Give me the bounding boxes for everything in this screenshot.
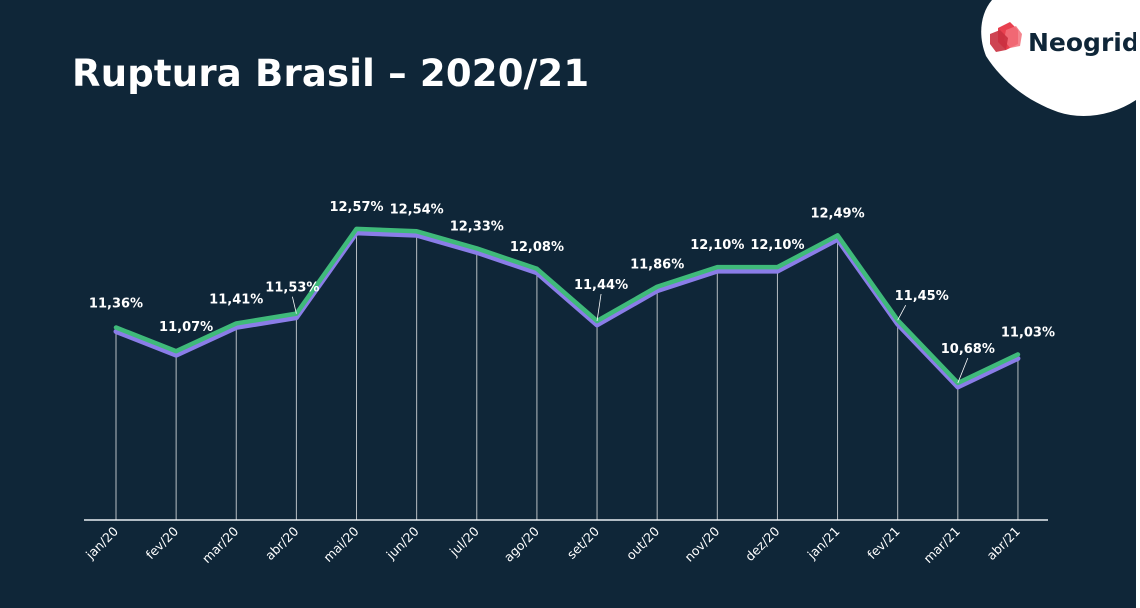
- data-label-5: 12,54%: [390, 202, 444, 217]
- data-label-13: 11,45%: [895, 289, 949, 304]
- leader-line-3: [292, 296, 297, 314]
- drop-lines: [115, 228, 1019, 520]
- x-tick-label-10: nov/20: [681, 523, 722, 564]
- leader-line-14: [957, 357, 969, 384]
- data-label-14: 10,68%: [941, 342, 995, 357]
- x-tick-label-9: out/20: [623, 523, 662, 562]
- data-label-12: 12,49%: [810, 206, 864, 221]
- page-title: Ruptura Brasil – 2020/21: [72, 52, 590, 95]
- x-tick-label-0: jan/20: [82, 523, 121, 562]
- x-tick-label-7: ago/20: [501, 523, 542, 564]
- x-tick-label-8: set/20: [564, 523, 602, 561]
- leader-line-8: [596, 293, 602, 322]
- data-label-10: 12,10%: [690, 238, 744, 253]
- data-label-3: 11,53%: [265, 281, 319, 296]
- x-tick-label-15: abr/21: [984, 524, 1023, 563]
- data-labels: 11,36% 11,07% 11,41%11,53% 12,57% 12,54% 12,3…: [89, 200, 1055, 357]
- neogrid-logo-icon: [990, 22, 1022, 52]
- x-tick-label-14: mar/21: [920, 524, 962, 566]
- data-label-15: 11,03%: [1001, 325, 1055, 340]
- x-tick-label-1: fev/20: [143, 523, 182, 562]
- x-tick-label-4: mai/20: [320, 523, 361, 564]
- x-tick-label-2: mar/20: [199, 523, 242, 566]
- logo-badge: [981, 0, 1136, 116]
- x-tick-labels: jan/20 fev/20 mar/20 abr/20 mai/20 jun/20 jul/…: [82, 523, 1023, 566]
- x-tick-label-13: fev/21: [864, 524, 903, 563]
- x-tick-label-11: dez/20: [742, 523, 783, 564]
- x-tick-label-3: abr/20: [262, 523, 302, 563]
- data-label-0: 11,36%: [89, 297, 143, 312]
- data-label-7: 12,08%: [510, 240, 564, 255]
- data-label-11: 12,10%: [750, 238, 804, 253]
- x-tick-label-5: jun/20: [383, 523, 422, 562]
- x-tick-label-12: jan/21: [804, 524, 843, 563]
- data-label-8: 11,44%: [574, 278, 628, 293]
- data-label-2: 11,41%: [209, 292, 263, 307]
- series-line-shadow: [113, 230, 1021, 390]
- data-label-9: 11,86%: [630, 258, 684, 273]
- brand-name[interactable]: Neogrid: [1028, 28, 1136, 57]
- leader-line-13: [897, 304, 907, 321]
- leader-lines: [292, 293, 969, 384]
- data-label-6: 12,33%: [450, 219, 504, 234]
- data-label-4: 12,57%: [329, 200, 383, 215]
- series-line: [113, 226, 1021, 386]
- data-label-1: 11,07%: [159, 320, 213, 335]
- x-tick-label-6: jul/20: [446, 523, 482, 559]
